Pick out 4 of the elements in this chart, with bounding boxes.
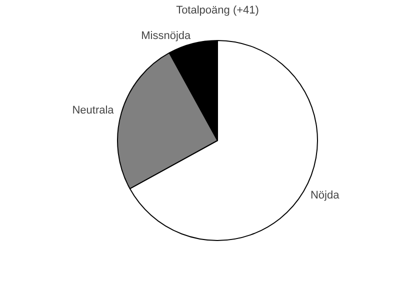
slice-label: Nöjda (310, 189, 340, 202)
slice-label: Neutrala (72, 104, 115, 116)
slice-label: Missnöjda (141, 30, 192, 42)
chart-title: Totalpoäng (+41) (176, 4, 259, 16)
